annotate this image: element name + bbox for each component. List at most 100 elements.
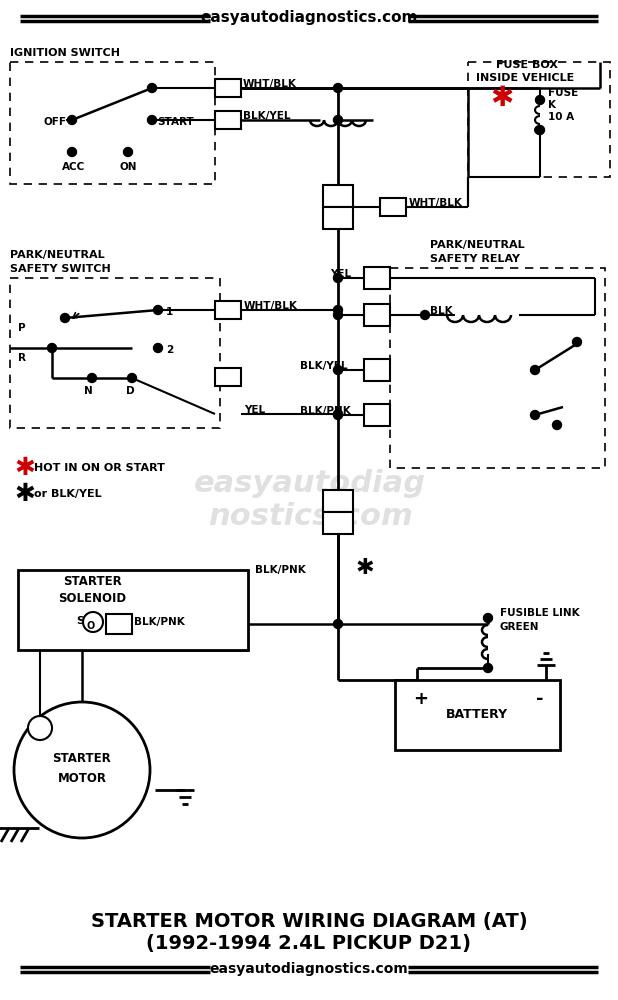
Bar <box>364 404 390 426</box>
Text: WHT/BLK: WHT/BLK <box>409 198 463 208</box>
Bar <box>364 359 390 381</box>
Bar <box>10 278 220 428</box>
Circle shape <box>48 344 56 353</box>
Circle shape <box>67 115 77 124</box>
Text: YEL: YEL <box>330 269 351 279</box>
Bar <box>395 680 560 750</box>
Circle shape <box>334 410 342 420</box>
Text: FUSE BOX: FUSE BOX <box>496 60 558 70</box>
Circle shape <box>334 306 342 314</box>
Circle shape <box>153 306 163 314</box>
Circle shape <box>83 612 103 632</box>
Text: STARTER MOTOR WIRING DIAGRAM (AT): STARTER MOTOR WIRING DIAGRAM (AT) <box>91 912 527 931</box>
Circle shape <box>28 716 52 740</box>
Circle shape <box>61 314 69 322</box>
Circle shape <box>148 115 156 124</box>
Text: (1992-1994 2.4L PICKUP D21): (1992-1994 2.4L PICKUP D21) <box>146 934 472 953</box>
Text: HOT IN ON OR START: HOT IN ON OR START <box>34 463 165 473</box>
Circle shape <box>536 96 544 104</box>
Text: ON: ON <box>120 162 137 172</box>
Text: YEL: YEL <box>244 405 265 415</box>
Bar <box>323 207 353 229</box>
Text: BATTERY: BATTERY <box>446 708 508 722</box>
Bar <box>10 62 215 184</box>
Circle shape <box>572 338 582 347</box>
Bar <box>215 368 241 386</box>
Circle shape <box>530 410 540 420</box>
Circle shape <box>127 373 137 382</box>
Bar <box>364 304 390 326</box>
Text: IGNITION SWITCH: IGNITION SWITCH <box>10 48 120 58</box>
Circle shape <box>14 702 150 838</box>
Circle shape <box>67 147 77 156</box>
Circle shape <box>334 410 342 418</box>
Text: PARK/NEUTRAL: PARK/NEUTRAL <box>430 240 525 250</box>
Circle shape <box>334 365 342 374</box>
Circle shape <box>530 365 540 374</box>
Text: easyautodiagnostics.com: easyautodiagnostics.com <box>210 962 408 976</box>
Circle shape <box>334 84 342 93</box>
Bar <box>215 79 241 97</box>
Circle shape <box>483 664 493 672</box>
Text: R: R <box>18 353 26 363</box>
Circle shape <box>88 373 96 382</box>
Text: BLK/YEL: BLK/YEL <box>300 361 347 371</box>
Text: BLK: BLK <box>430 306 452 316</box>
Text: S: S <box>76 616 84 626</box>
Text: ✱: ✱ <box>14 456 35 480</box>
Text: BLK/YEL: BLK/YEL <box>243 111 290 121</box>
Text: BLK/PNK: BLK/PNK <box>255 565 306 575</box>
Text: ✱: ✱ <box>356 558 375 578</box>
Text: easyautodiagnostics.com: easyautodiagnostics.com <box>200 10 418 25</box>
Text: SAFETY RELAY: SAFETY RELAY <box>430 254 520 264</box>
Text: STARTER: STARTER <box>53 752 111 764</box>
Circle shape <box>153 344 163 353</box>
Text: 10 A: 10 A <box>548 112 574 122</box>
Text: -: - <box>536 690 543 708</box>
Text: WHT/BLK: WHT/BLK <box>244 301 298 311</box>
Text: easyautodiag
nostics.com: easyautodiag nostics.com <box>194 469 426 531</box>
Bar <box>106 614 132 634</box>
Text: SOLENOID: SOLENOID <box>58 592 126 605</box>
Bar <box>323 185 353 207</box>
Bar <box>215 301 241 319</box>
Circle shape <box>124 147 132 156</box>
Bar <box>323 490 353 512</box>
Circle shape <box>483 613 493 622</box>
Circle shape <box>552 420 562 430</box>
Circle shape <box>334 310 342 320</box>
Text: WHT/BLK: WHT/BLK <box>243 79 297 89</box>
Text: ✱: ✱ <box>14 482 35 506</box>
Circle shape <box>148 84 156 93</box>
Text: START: START <box>157 117 194 127</box>
Bar <box>380 198 406 216</box>
Text: 1: 1 <box>166 307 173 317</box>
Text: ACC: ACC <box>62 162 85 172</box>
Text: BLK/PNK: BLK/PNK <box>134 617 185 627</box>
Text: MOTOR: MOTOR <box>57 772 106 784</box>
Text: ✱: ✱ <box>490 84 514 112</box>
Text: +: + <box>413 690 428 708</box>
Text: FUSE: FUSE <box>548 88 578 98</box>
Circle shape <box>334 115 342 124</box>
Text: SAFETY SWITCH: SAFETY SWITCH <box>10 264 111 274</box>
Text: STARTER: STARTER <box>63 575 122 588</box>
Text: BLK/PNK: BLK/PNK <box>300 406 351 416</box>
Text: 2: 2 <box>166 345 173 355</box>
Text: K: K <box>548 100 556 110</box>
Bar <box>468 62 610 177</box>
Circle shape <box>420 310 430 320</box>
Circle shape <box>536 125 544 134</box>
Text: O: O <box>87 621 95 631</box>
Circle shape <box>334 619 342 629</box>
Text: FUSIBLE LINK: FUSIBLE LINK <box>500 608 580 618</box>
Bar <box>215 111 241 129</box>
Text: OFF: OFF <box>44 117 67 127</box>
Text: D: D <box>126 386 135 396</box>
Text: N: N <box>84 386 93 396</box>
Bar <box>390 268 605 468</box>
Text: INSIDE VEHICLE: INSIDE VEHICLE <box>476 73 574 83</box>
Circle shape <box>334 273 342 282</box>
Bar <box>364 267 390 289</box>
Text: P: P <box>18 323 25 333</box>
